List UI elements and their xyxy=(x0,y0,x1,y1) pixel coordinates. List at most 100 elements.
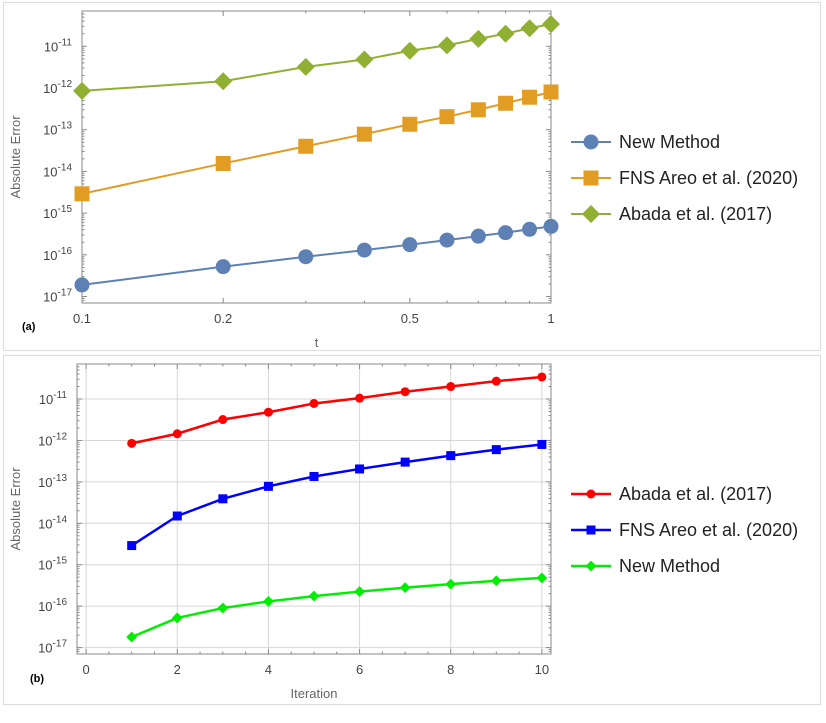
y-tick-label: 10-14 xyxy=(43,162,72,179)
data-point xyxy=(446,451,456,461)
y-tick-label: 10-14 xyxy=(38,514,67,531)
legend-swatch-marker xyxy=(583,170,599,186)
data-point xyxy=(309,471,319,481)
series-line xyxy=(131,576,542,639)
data-point xyxy=(536,572,548,584)
data-point xyxy=(73,81,91,100)
y-tick-exponent: -16 xyxy=(58,246,73,257)
y-tick-exponent: -11 xyxy=(58,37,72,48)
chart-panel-a: 10-17 10-16 10-15 10-14 10-13 10-12 10-11 0.1 0.… xyxy=(3,2,821,351)
legend-item: New Method xyxy=(571,556,720,576)
data-point xyxy=(355,50,374,69)
x-tick-label: 6 xyxy=(356,662,363,677)
data-point xyxy=(127,541,137,551)
data-point xyxy=(214,72,233,91)
legend-label: Abada et al. (2017) xyxy=(619,204,772,224)
data-point xyxy=(298,249,314,265)
y-tick-exponent: -12 xyxy=(53,431,68,442)
data-point xyxy=(172,429,182,439)
x-axis-label: t xyxy=(315,335,319,350)
y-tick-base: 10 xyxy=(38,641,52,656)
data-point xyxy=(498,225,514,241)
y-tick-exponent: -16 xyxy=(53,597,68,608)
data-point xyxy=(126,631,138,643)
data-point xyxy=(491,445,501,455)
y-tick-label: 10-12 xyxy=(38,431,67,448)
data-point xyxy=(356,242,372,258)
series-new-method xyxy=(126,572,548,643)
y-axis-label: Absolute Error xyxy=(8,467,23,551)
data-point xyxy=(309,398,319,408)
legend-label: FNS Areo et al. (2020) xyxy=(619,520,798,540)
series-line xyxy=(81,23,552,92)
y-tick-exponent: -17 xyxy=(53,639,68,650)
data-point xyxy=(542,15,560,34)
y-tick-label: 10-15 xyxy=(43,204,72,221)
series-fns-areo-et-al-2020 xyxy=(127,439,547,551)
data-point xyxy=(537,372,547,382)
y-tick-base: 10 xyxy=(43,81,57,96)
series-abada-et-al-2017 xyxy=(127,372,547,448)
y-tick-label: 10-16 xyxy=(43,246,72,263)
y-tick-label: 10-12 xyxy=(43,79,72,96)
data-point xyxy=(400,41,419,60)
y-tick-base: 10 xyxy=(38,433,52,448)
grid-lines xyxy=(77,364,551,654)
y-tick-exponent: -11 xyxy=(53,390,67,401)
data-point xyxy=(355,393,365,403)
series-line xyxy=(81,225,552,286)
y-tick-exponent: -14 xyxy=(53,514,68,525)
data-point xyxy=(402,116,418,132)
data-point xyxy=(215,155,231,171)
y-tick-label: 10-11 xyxy=(44,37,73,54)
y-tick-base: 10 xyxy=(38,516,52,531)
data-point xyxy=(217,602,229,614)
data-point xyxy=(355,464,365,474)
y-tick-label: 10-11 xyxy=(39,390,68,407)
y-tick-label: 10-13 xyxy=(43,121,72,138)
series-line xyxy=(81,91,552,195)
legend-swatch-marker xyxy=(586,489,596,499)
y-tick-exponent: -14 xyxy=(58,162,73,173)
data-point xyxy=(543,84,559,100)
series-line xyxy=(131,443,543,547)
data-point xyxy=(400,457,410,467)
x-tick-label: 0 xyxy=(82,662,89,677)
data-point xyxy=(296,57,315,76)
data-point xyxy=(543,218,559,234)
legend-swatch-marker xyxy=(582,205,600,223)
x-tick-label: 8 xyxy=(447,662,454,677)
data-point xyxy=(537,439,547,449)
data-point xyxy=(402,237,418,253)
series-abada-et-al-2017 xyxy=(73,15,560,100)
data-point xyxy=(172,511,182,521)
data-point xyxy=(446,382,456,392)
data-point xyxy=(399,582,411,594)
data-point xyxy=(469,29,488,48)
data-point xyxy=(171,612,183,624)
y-tick-exponent: -13 xyxy=(58,121,73,132)
x-tick-labels: 0.1 0.2 0.5 1 xyxy=(73,311,555,326)
legend-swatch-marker xyxy=(583,134,599,150)
y-tick-exponent: -15 xyxy=(53,556,68,567)
y-tick-label: 10-17 xyxy=(43,288,72,305)
x-tick-label: 1 xyxy=(547,311,554,326)
panel-label: (b) xyxy=(30,673,44,685)
y-tick-exponent: -13 xyxy=(53,473,68,484)
data-point xyxy=(127,438,137,448)
y-tick-base: 10 xyxy=(44,39,58,54)
y-tick-label: 10-17 xyxy=(38,639,67,656)
y-axis-label: Absolute Error xyxy=(8,115,23,199)
data-point xyxy=(439,109,455,125)
series-new-method xyxy=(74,218,559,293)
legend-label: New Method xyxy=(619,132,720,152)
legend-swatch-marker xyxy=(586,525,596,535)
y-tick-base: 10 xyxy=(43,206,57,221)
y-tick-label: 10-13 xyxy=(38,473,67,490)
y-tick-exponent: -15 xyxy=(58,204,73,215)
x-tick-label: 10 xyxy=(535,662,549,677)
legend-item: Abada et al. (2017) xyxy=(571,484,772,504)
legend-label: Abada et al. (2017) xyxy=(619,484,772,504)
data-point xyxy=(356,126,372,142)
